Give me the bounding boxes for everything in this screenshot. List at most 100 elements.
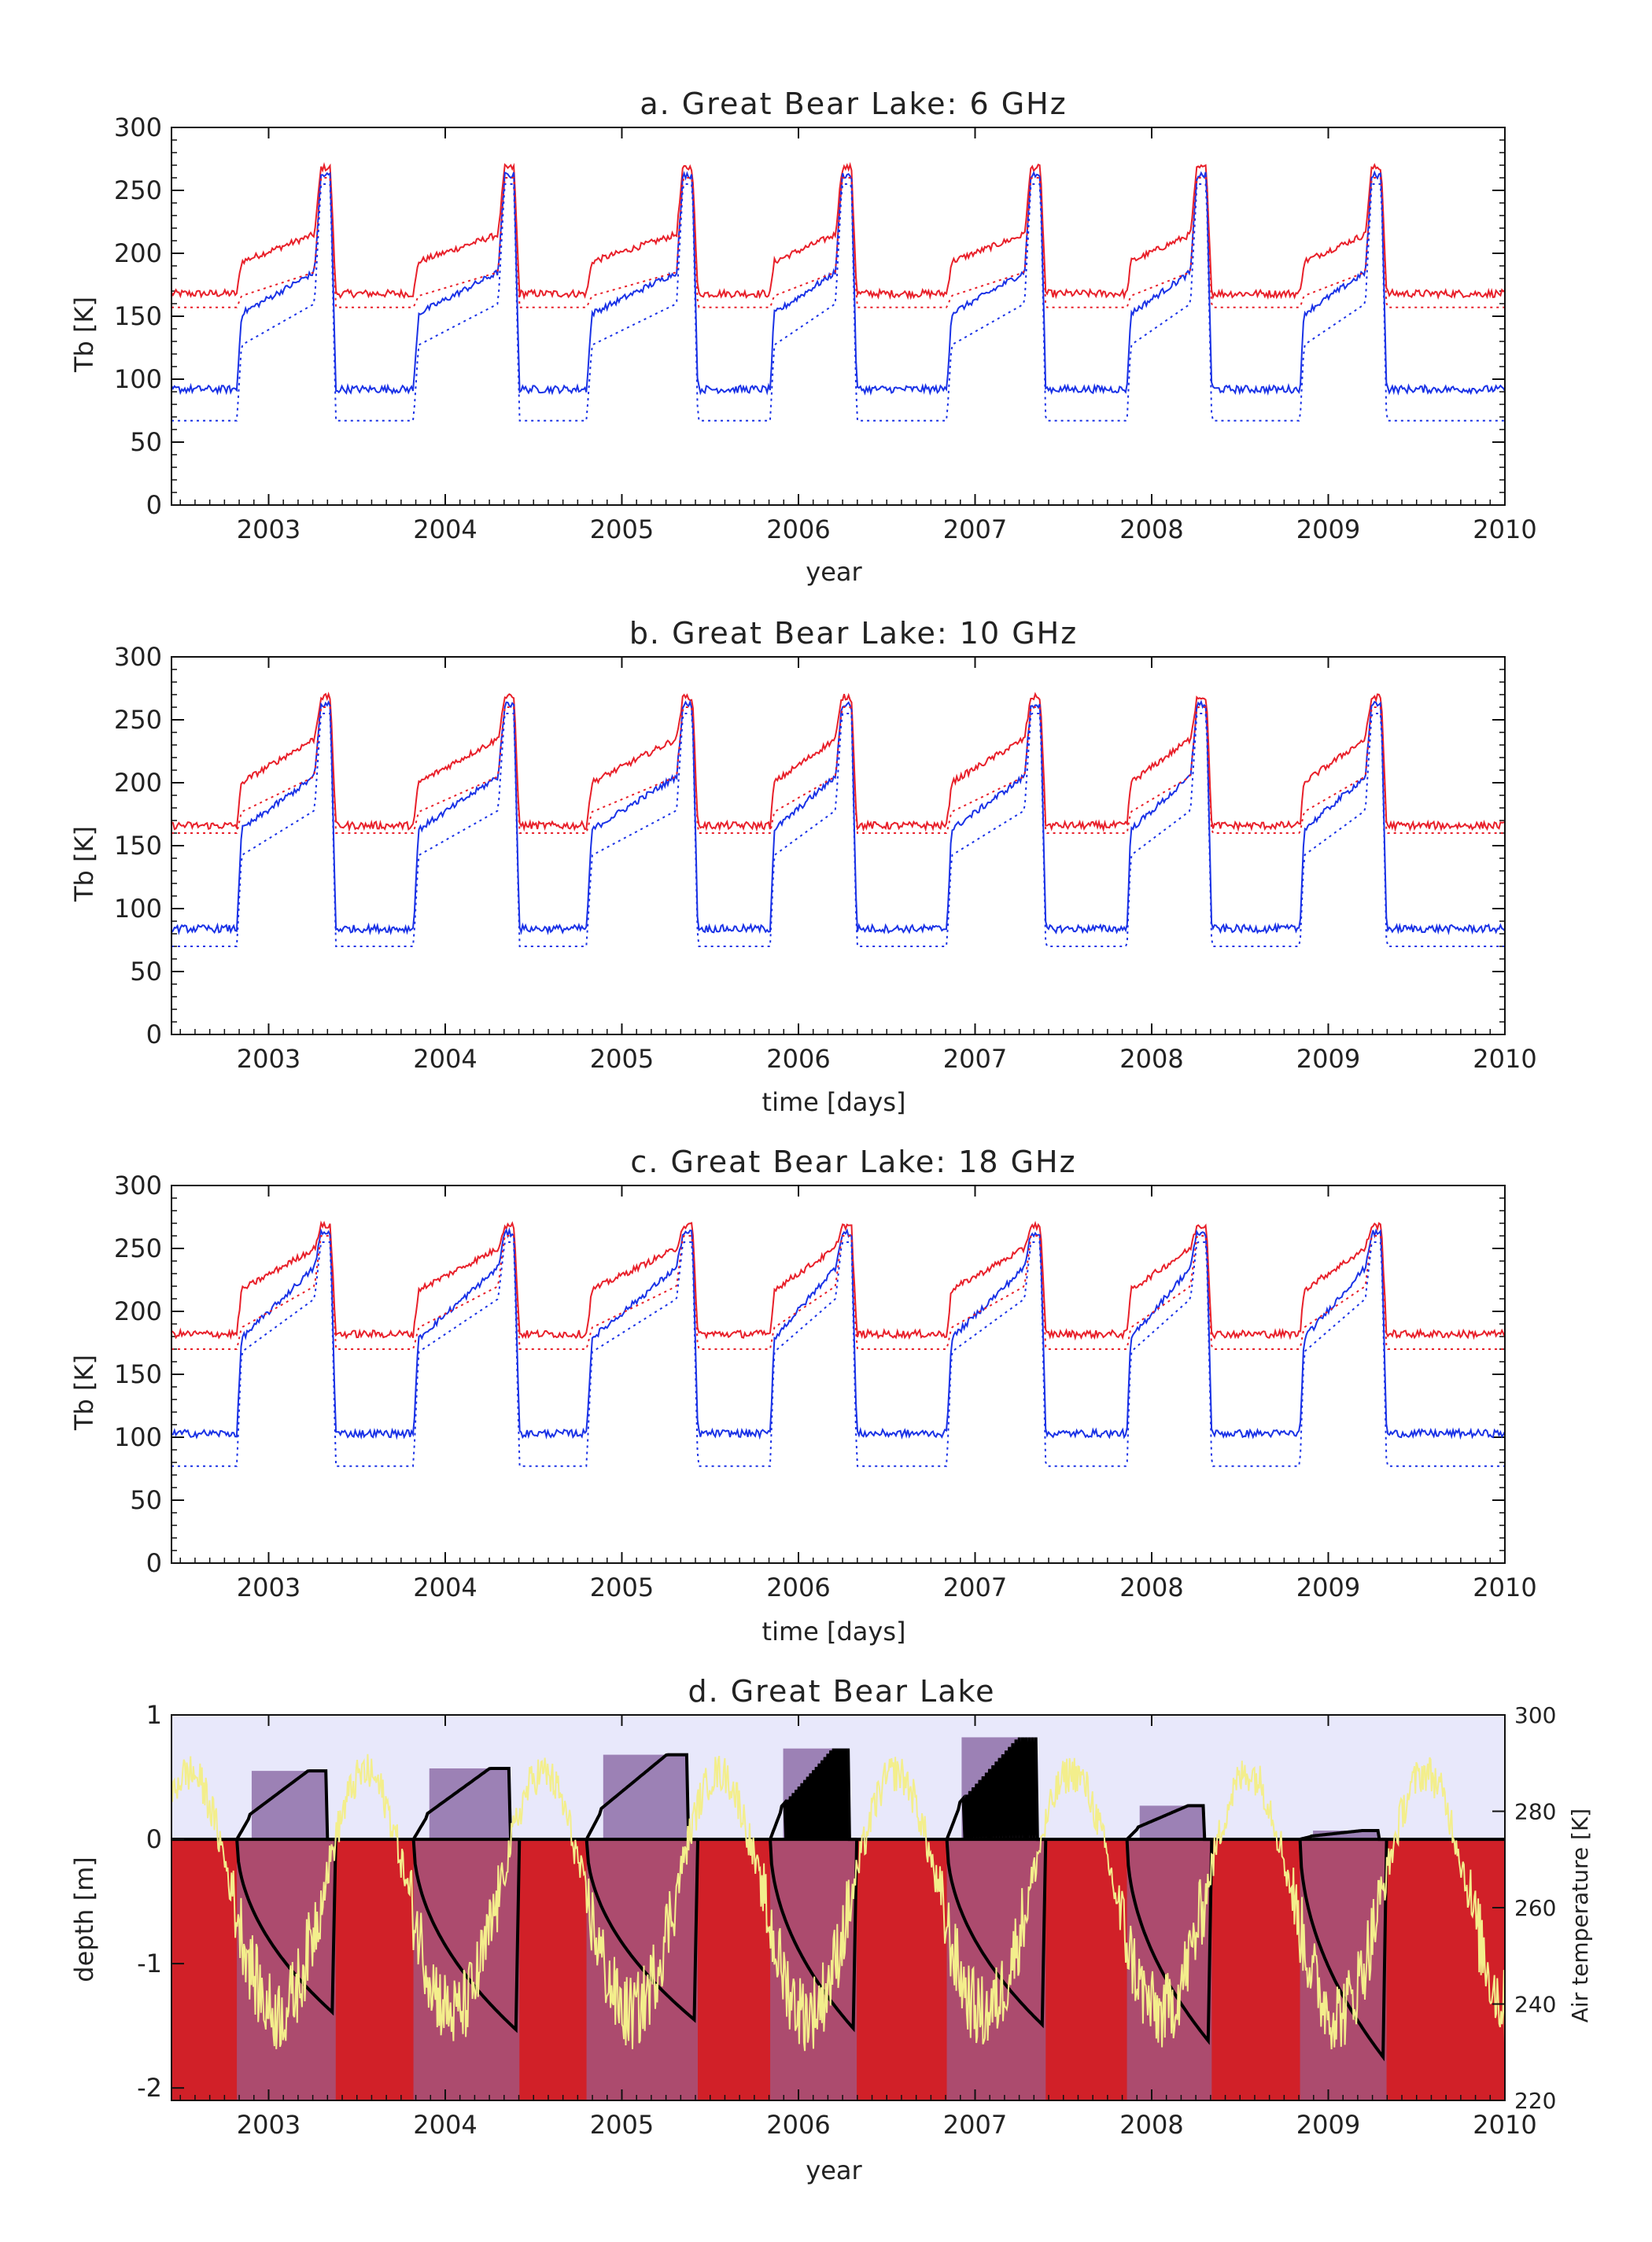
panel-a: a. Great Bear Lake: 6 GHz year Tb [K] 20… bbox=[69, 87, 1537, 587]
panel-b-ticks: 2003 2004 2005 2006 2007 2008 2009 2010 0 50 100 15… bbox=[114, 642, 1537, 1074]
panel-0-y-tick-label: 150 bbox=[114, 301, 162, 331]
panel-d-x-label: year bbox=[806, 2155, 862, 2185]
panel-a-frame bbox=[171, 127, 1506, 506]
panel-1-y-tick-label: 100 bbox=[114, 894, 162, 924]
panel-3-y-tick-label: -1 bbox=[137, 1949, 162, 1978]
panel-c-x-label: time [days] bbox=[762, 1617, 906, 1646]
panel-1-x-tick-label: 2006 bbox=[766, 1044, 830, 1074]
panel-b-title: b. Great Bear Lake: 10 GHz bbox=[629, 616, 1078, 651]
panel-3-x-tick-label: 2009 bbox=[1296, 2110, 1360, 2140]
panel-c-title: c. Great Bear Lake: 18 GHz bbox=[630, 1145, 1076, 1179]
snow-depth-line bbox=[1300, 1829, 1387, 1842]
snow-depth-line bbox=[235, 1769, 336, 1842]
panel-a-y-label: Tb [K] bbox=[69, 297, 99, 373]
panel-3-y2-tick-label: 280 bbox=[1514, 1799, 1556, 1825]
snow-depth-line bbox=[1126, 1804, 1212, 1842]
panel-1-y-tick-label: 250 bbox=[114, 705, 162, 735]
panel-3-y2-tick-label: 260 bbox=[1514, 1895, 1556, 1921]
ice-thickness-line bbox=[1298, 1839, 1388, 2062]
panel-0-x-tick-label: 2007 bbox=[943, 514, 1007, 544]
snow-depth-line bbox=[411, 1767, 520, 1842]
panel-0-x-tick-label: 2009 bbox=[1296, 514, 1360, 544]
panel-c-frame bbox=[171, 1185, 1506, 1564]
panel-0-y-tick-label: 250 bbox=[114, 175, 162, 205]
panel-2-y-tick-label: 150 bbox=[114, 1359, 162, 1389]
series-1-line bbox=[171, 699, 1506, 936]
panel-1-x-tick-label: 2008 bbox=[1119, 1044, 1183, 1074]
panel-0-x-tick-label: 2006 bbox=[766, 514, 830, 544]
panel-3-x-tick-label: 2010 bbox=[1473, 2110, 1536, 2140]
panel-0-x-tick-label: 2005 bbox=[590, 514, 654, 544]
panel-0-y-tick-label: 300 bbox=[114, 112, 162, 142]
snow-depth-line bbox=[769, 1748, 857, 1842]
series-1-line bbox=[171, 1226, 1506, 1440]
panel-2-y-tick-label: 250 bbox=[114, 1233, 162, 1263]
panel-3-x-tick-label: 2007 bbox=[943, 2110, 1007, 2140]
ice-thickness-line bbox=[945, 1838, 1048, 2029]
panel-1-y-tick-label: 150 bbox=[114, 831, 162, 861]
panel-0-x-tick-label: 2010 bbox=[1473, 514, 1536, 544]
panel-2-x-tick-label: 2007 bbox=[943, 1573, 1007, 1602]
panel-d-title: d. Great Bear Lake bbox=[688, 1674, 995, 1709]
panel-1-x-tick-label: 2007 bbox=[943, 1044, 1007, 1074]
panel-c-plot bbox=[171, 1220, 1506, 1467]
panel-2-x-tick-label: 2009 bbox=[1296, 1573, 1360, 1602]
series-0-line bbox=[171, 161, 1506, 301]
series-0-line bbox=[171, 691, 1506, 832]
panel-a-plot bbox=[171, 161, 1506, 422]
panel-0-y-tick-label: 50 bbox=[130, 427, 162, 457]
panel-3-y-tick-label: -2 bbox=[137, 2073, 162, 2103]
panel-b-x-label: time [days] bbox=[762, 1087, 906, 1117]
panel-3-x-tick-label: 2003 bbox=[237, 2110, 301, 2140]
panel-0-y-tick-label: 200 bbox=[114, 238, 162, 268]
panel-1-y-tick-label: 300 bbox=[114, 642, 162, 672]
panel-c: c. Great Bear Lake: 18 GHz time [days] T… bbox=[69, 1145, 1537, 1646]
snow-depth-line bbox=[584, 1753, 698, 1842]
panel-3-x-tick-label: 2005 bbox=[590, 2110, 654, 2140]
panel-3-y-tick-label: 0 bbox=[146, 1824, 162, 1854]
ice-thickness-line bbox=[769, 1838, 859, 2033]
panel-2-y-tick-label: 300 bbox=[114, 1171, 162, 1200]
panel-b-y-label: Tb [K] bbox=[69, 826, 99, 902]
panel-3-y2-tick-label: 220 bbox=[1514, 2088, 1556, 2114]
series-2-line bbox=[171, 706, 1505, 834]
panel-1-x-tick-label: 2004 bbox=[413, 1044, 477, 1074]
panel-d-ticks: 2003 2004 2005 2006 2007 2008 2009 2010 -2 -1 0 1 22… bbox=[137, 1700, 1556, 2140]
panel-c-y-label: Tb [K] bbox=[69, 1355, 99, 1431]
series-3-line bbox=[171, 1241, 1505, 1467]
panel-2-x-tick-label: 2010 bbox=[1473, 1573, 1536, 1602]
series-3-line bbox=[171, 713, 1505, 947]
panel-3-x-tick-label: 2004 bbox=[413, 2110, 477, 2140]
panel-b-frame bbox=[171, 656, 1506, 1035]
panel-2-y-tick-label: 50 bbox=[130, 1485, 162, 1515]
air-temperature-line bbox=[171, 1753, 1506, 2052]
panel-0-x-tick-label: 2003 bbox=[237, 514, 301, 544]
panel-3-y2-tick-label: 300 bbox=[1514, 1702, 1556, 1728]
series-2-line bbox=[171, 177, 1505, 308]
panel-2-x-tick-label: 2003 bbox=[237, 1573, 301, 1602]
panel-0-y-tick-label: 100 bbox=[114, 364, 162, 394]
panel-2-x-tick-label: 2006 bbox=[766, 1573, 830, 1602]
panel-a-title: a. Great Bear Lake: 6 GHz bbox=[640, 87, 1067, 121]
ice-thickness-line bbox=[235, 1838, 337, 2016]
panel-2-y-tick-label: 200 bbox=[114, 1296, 162, 1326]
panel-1-y-tick-label: 0 bbox=[146, 1020, 162, 1049]
panel-a-ticks: 2003 2004 2005 2006 2007 2008 2009 2010 0 50 100 15… bbox=[114, 112, 1537, 544]
panel-1-x-tick-label: 2009 bbox=[1296, 1044, 1360, 1074]
panel-d-frame bbox=[171, 1714, 1506, 2101]
panel-1-x-tick-label: 2003 bbox=[237, 1044, 301, 1074]
panel-2-y-tick-label: 0 bbox=[146, 1548, 162, 1578]
panel-2-y-tick-label: 100 bbox=[114, 1422, 162, 1452]
panel-1-y-tick-label: 50 bbox=[130, 957, 162, 986]
panel-2-x-tick-label: 2005 bbox=[590, 1573, 654, 1602]
panel-b: b. Great Bear Lake: 10 GHz time [days] T… bbox=[69, 616, 1537, 1117]
panel-0-x-tick-label: 2008 bbox=[1119, 514, 1183, 544]
panel-3-y-tick-label: 1 bbox=[146, 1700, 162, 1730]
panel-0-x-tick-label: 2004 bbox=[413, 514, 477, 544]
panel-d-y2-label: Air temperature [K] bbox=[1567, 1809, 1593, 2023]
snow-depth-line bbox=[945, 1737, 1046, 1842]
panel-a-x-label: year bbox=[806, 557, 862, 587]
ice-thickness-line bbox=[584, 1838, 699, 2023]
panel-c-ticks: 2003 2004 2005 2006 2007 2008 2009 2010 0 50 100 15… bbox=[114, 1171, 1537, 1602]
